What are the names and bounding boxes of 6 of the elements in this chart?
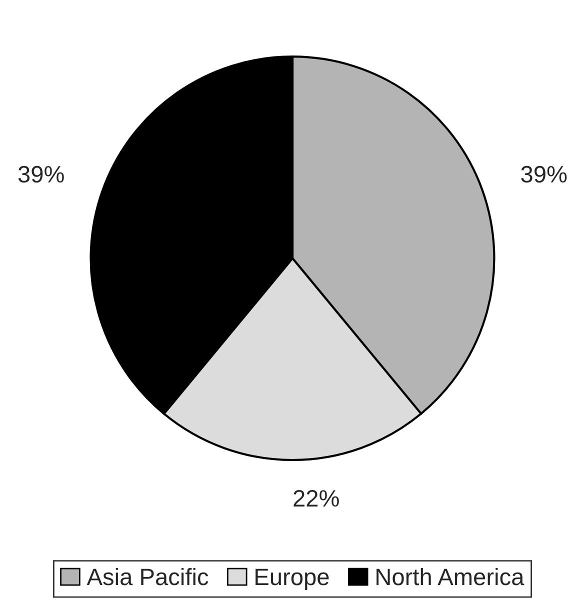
data-label: 39% xyxy=(18,166,64,183)
legend-label: North America xyxy=(376,568,524,586)
data-label: 39% xyxy=(521,166,567,183)
data-label: 22% xyxy=(294,490,339,507)
legend-label: Europe xyxy=(256,568,329,590)
legend-label: Asia Pacific xyxy=(86,568,208,586)
